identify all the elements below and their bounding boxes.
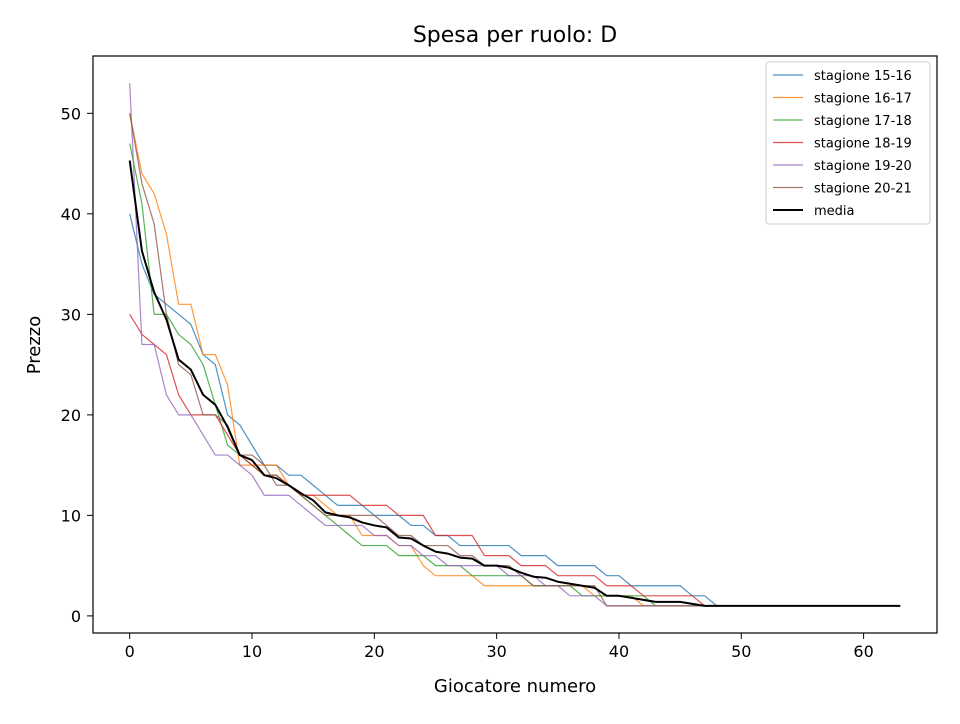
axes-frame: [92, 55, 938, 634]
legend-label: media: [814, 204, 855, 219]
legend-label: stagione 15-16: [814, 69, 912, 84]
y-axis-ticks: 0 10 20 30 40 50: [61, 104, 93, 626]
legend-label: stagione 19-20: [814, 159, 912, 174]
legend-box: [765, 61, 931, 225]
x-tick-label: 40: [609, 642, 629, 661]
series-line-6: [128, 160, 901, 607]
x-tick-label: 50: [731, 642, 751, 661]
y-tick-label: 50: [61, 104, 81, 123]
legend-label: stagione 18-19: [814, 137, 912, 152]
x-axis-label: Giocatore numero: [434, 676, 596, 697]
x-tick-label: 30: [486, 642, 506, 661]
x-tick-label: 10: [242, 642, 262, 661]
series-line-3: [129, 314, 717, 607]
x-axis-ticks: 0 10 20 30 40 50 60: [125, 633, 874, 661]
y-tick-label: 40: [61, 205, 81, 224]
y-tick-label: 10: [61, 506, 81, 525]
chart-title: Spesa per ruolo: D: [413, 23, 617, 48]
legend-label: stagione 20-21: [814, 182, 912, 197]
y-tick-label: 20: [61, 406, 81, 425]
legend-label: stagione 17-18: [814, 114, 912, 129]
y-tick-label: 0: [71, 607, 81, 626]
series-line-0: [129, 213, 718, 607]
legend-label: stagione 16-17: [814, 92, 912, 107]
legend: stagione 15-16 stagione 16-17 stagione 17-…: [765, 61, 931, 225]
x-tick-label: 0: [125, 642, 135, 661]
plot-lines: [128, 83, 901, 607]
x-tick-label: 60: [853, 642, 873, 661]
y-tick-label: 30: [61, 305, 81, 324]
x-tick-label: 20: [364, 642, 384, 661]
y-axis-label: Prezzo: [24, 316, 45, 375]
